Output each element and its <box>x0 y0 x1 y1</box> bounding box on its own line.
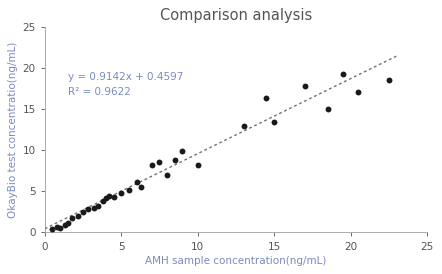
Point <box>271 119 278 124</box>
X-axis label: AMH sample concentration(ng/mL): AMH sample concentration(ng/mL) <box>145 256 327 266</box>
Point <box>339 72 347 76</box>
Point <box>164 173 171 177</box>
Point <box>75 214 82 218</box>
Point <box>240 124 247 128</box>
Text: y = 0.9142x + 0.4597
R² = 0.9622: y = 0.9142x + 0.4597 R² = 0.9622 <box>68 72 183 97</box>
Point <box>126 188 133 192</box>
Point <box>99 199 107 204</box>
Point <box>194 163 201 167</box>
Point <box>110 195 117 199</box>
Point <box>53 224 61 229</box>
Point <box>80 210 87 214</box>
Point <box>324 106 331 111</box>
Title: Comparison analysis: Comparison analysis <box>160 8 312 23</box>
Point <box>69 216 76 220</box>
Point <box>171 158 178 162</box>
Point <box>263 96 270 100</box>
Point <box>49 227 56 231</box>
Point <box>84 207 91 212</box>
Point <box>148 163 155 167</box>
Point <box>301 84 308 89</box>
Point <box>179 149 186 153</box>
Point <box>106 193 113 198</box>
Point <box>103 196 110 200</box>
Y-axis label: OkayBio test concentratio(ng/mL): OkayBio test concentratio(ng/mL) <box>8 42 18 218</box>
Point <box>354 90 362 94</box>
Point <box>385 78 392 82</box>
Point <box>137 185 145 190</box>
Point <box>156 160 163 164</box>
Point <box>90 206 97 210</box>
Point <box>118 191 125 195</box>
Point <box>95 204 102 209</box>
Point <box>61 223 68 227</box>
Point <box>57 226 64 230</box>
Point <box>64 220 71 225</box>
Point <box>133 180 140 185</box>
